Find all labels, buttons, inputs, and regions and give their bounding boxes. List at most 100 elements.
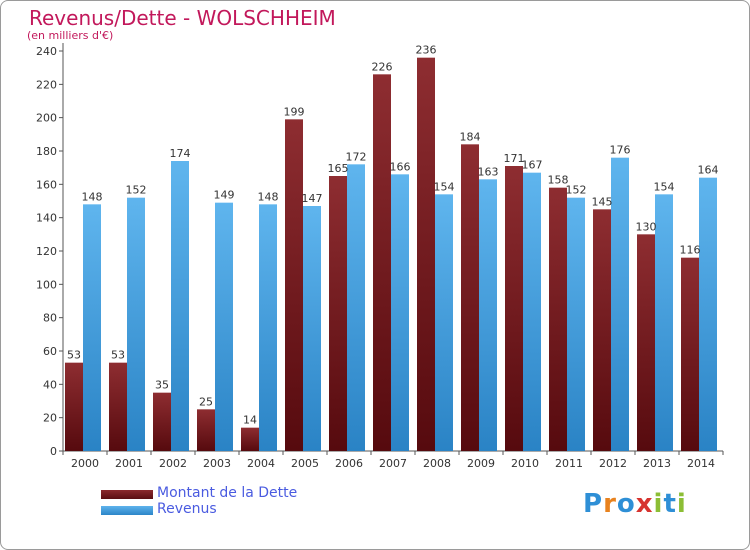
bar-debt [373,74,391,451]
legend-label-debt: Montant de la Dette [157,485,298,501]
data-label-revenue: 172 [346,150,367,163]
data-label-revenue: 174 [170,147,191,160]
data-label-debt: 14 [243,414,257,427]
x-tick-label: 2002 [159,457,187,470]
y-tick-label: 160 [36,178,57,191]
bar-debt [549,187,567,451]
y-tick-label: 220 [36,78,57,91]
data-label-revenue: 166 [390,160,411,173]
data-label-debt: 171 [504,152,525,165]
bar-debt [505,166,523,451]
logo-letter: o [616,489,636,519]
bar-revenue [611,157,629,451]
x-tick-label: 2001 [115,457,143,470]
x-tick-label: 2003 [203,457,231,470]
bar-revenue [171,161,189,451]
x-tick-label: 2004 [247,457,275,470]
data-label-revenue: 147 [302,192,323,205]
x-tick-label: 2012 [599,457,627,470]
data-label-debt: 184 [460,130,481,143]
y-tick-label: 40 [43,378,57,391]
data-label-debt: 199 [284,105,305,118]
bars [65,57,717,452]
data-label-debt: 226 [372,60,393,73]
bar-debt [197,409,215,451]
x-tick-label: 2011 [555,457,583,470]
logo-letter: x [635,489,654,519]
data-label-debt: 165 [328,162,349,175]
bar-debt [637,234,655,451]
data-label-debt: 130 [636,220,657,233]
y-tick-label: 80 [43,312,57,325]
y-tick-label: 60 [43,345,57,358]
bar-revenue [391,174,409,452]
y-tick-label: 20 [43,412,57,425]
data-label-debt: 25 [199,395,213,408]
data-label-revenue: 152 [126,184,147,197]
data-label-revenue: 148 [258,190,279,203]
data-label-debt: 35 [155,379,169,392]
bar-revenue [127,197,145,451]
x-tick-label: 2009 [467,457,495,470]
bar-debt [461,144,479,452]
bar-debt [593,209,611,451]
bar-revenue [347,164,365,452]
data-label-revenue: 167 [522,159,543,172]
y-tick-label: 100 [36,278,57,291]
data-labels: 53 53 35 25 14 199 165 226 236 184 171 158 145 130 116… [67,44,719,427]
data-label-revenue: 154 [434,180,455,193]
x-tick-label: 2013 [643,457,671,470]
data-label-debt: 145 [592,195,613,208]
legend-swatch-revenue [101,506,153,515]
proxiti-logo: Proxiti [583,489,687,519]
x-tick-label: 2000 [71,457,99,470]
bar-revenue [479,179,497,452]
data-label-revenue: 163 [478,165,499,178]
logo-letter: P [583,489,604,519]
bar-revenue [83,204,101,451]
y-tick-label: 200 [36,112,57,125]
x-tick-label: 2008 [423,457,451,470]
data-label-debt: 236 [416,44,437,57]
x-tick-label: 2006 [335,457,363,470]
legend-label-revenue: Revenus [157,501,217,517]
chart-subtitle: (en milliers d'€) [27,29,114,42]
bar-revenue [699,177,717,451]
x-tick-label: 2010 [511,457,539,470]
bar-revenue [303,206,321,451]
bar-debt [285,119,303,451]
bar-debt [65,362,83,451]
y-tick-label: 0 [50,445,57,458]
logo-letter: i [676,489,687,519]
logo-letter: i [653,489,664,519]
x-tick-label: 2014 [687,457,715,470]
axes: 0 20 40 60 80 100 120 140 160 180 200 220 240 2000 200… [36,43,724,470]
legend-swatch-debt [101,490,153,499]
bar-debt [241,427,259,451]
bar-revenue [523,172,541,451]
data-label-debt: 53 [67,349,81,362]
bar-debt [153,392,171,451]
bar-revenue [655,194,673,452]
chart-title: Revenus/Dette - WOLSCHHEIM [29,6,336,30]
bar-revenue [215,202,233,451]
bar-debt [681,257,699,451]
bar-debt [417,57,435,452]
y-tick-label: 240 [36,45,57,58]
x-tick-label: 2005 [291,457,319,470]
bar-revenue [567,197,585,451]
data-label-debt: 158 [548,174,569,187]
logo-letter: t [663,489,677,519]
bar-debt [329,176,347,451]
data-label-revenue: 154 [654,180,675,193]
y-tick-label: 140 [36,212,57,225]
bar-revenue [435,194,453,452]
data-label-debt: 116 [680,244,701,257]
x-tick-label: 2007 [379,457,407,470]
data-label-revenue: 176 [610,144,631,157]
y-tick-label: 180 [36,145,57,158]
y-tick-label: 120 [36,245,57,258]
data-label-debt: 53 [111,349,125,362]
